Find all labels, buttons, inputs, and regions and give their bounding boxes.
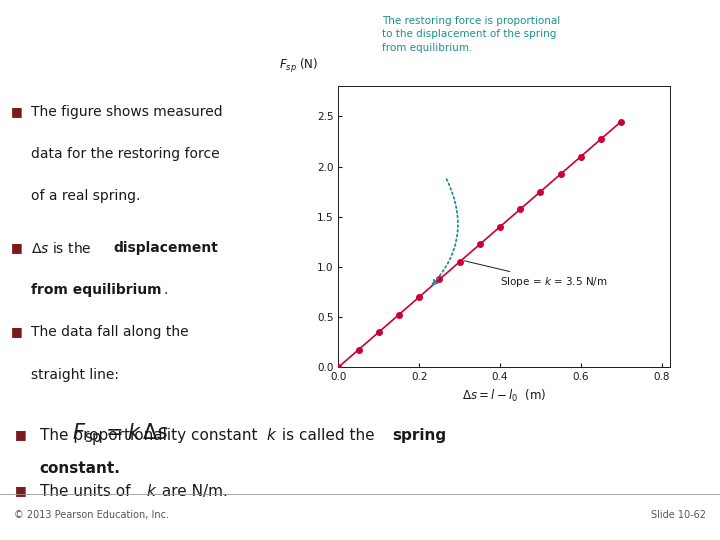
Text: Slide 10-62: Slide 10-62: [651, 510, 706, 520]
Text: The data fall along the: The data fall along the: [30, 325, 188, 339]
Text: ■: ■: [11, 325, 22, 338]
Text: data for the restoring force: data for the restoring force: [30, 147, 219, 161]
Text: is called the: is called the: [277, 428, 379, 443]
Text: ■: ■: [14, 428, 26, 441]
Text: The units of: The units of: [40, 484, 135, 500]
Text: constant.: constant.: [40, 461, 120, 476]
Text: .: .: [164, 283, 168, 297]
Text: from equilibrium: from equilibrium: [30, 283, 161, 297]
Text: ■: ■: [11, 241, 22, 254]
Text: ■: ■: [14, 484, 26, 497]
Text: Restoring Forces and Hooke’s Law: Restoring Forces and Hooke’s Law: [9, 23, 467, 47]
Text: Slope = $k$ = 3.5 N/m: Slope = $k$ = 3.5 N/m: [464, 261, 608, 289]
Text: k: k: [146, 484, 155, 500]
Text: straight line:: straight line:: [30, 368, 119, 382]
Text: $\Delta s$ is the: $\Delta s$ is the: [30, 241, 92, 256]
X-axis label: $\Delta s = l - l_0$  (m): $\Delta s = l - l_0$ (m): [462, 388, 546, 404]
Text: displacement: displacement: [114, 241, 218, 255]
Text: k: k: [266, 428, 275, 443]
Text: $F_{\rm sp} = k\,\Delta s$: $F_{\rm sp} = k\,\Delta s$: [72, 421, 169, 448]
Text: © 2013 Pearson Education, Inc.: © 2013 Pearson Education, Inc.: [14, 510, 169, 520]
Text: of a real spring.: of a real spring.: [30, 190, 140, 204]
Text: $F_{sp}$ (N): $F_{sp}$ (N): [279, 57, 318, 75]
Text: are N/m.: are N/m.: [157, 484, 228, 500]
Text: The restoring force is proportional
to the displacement of the spring
from equil: The restoring force is proportional to t…: [382, 16, 560, 52]
Text: spring: spring: [392, 428, 446, 443]
Text: ■: ■: [11, 105, 22, 118]
Text: The figure shows measured: The figure shows measured: [30, 105, 222, 119]
Text: The proportionality constant: The proportionality constant: [40, 428, 262, 443]
